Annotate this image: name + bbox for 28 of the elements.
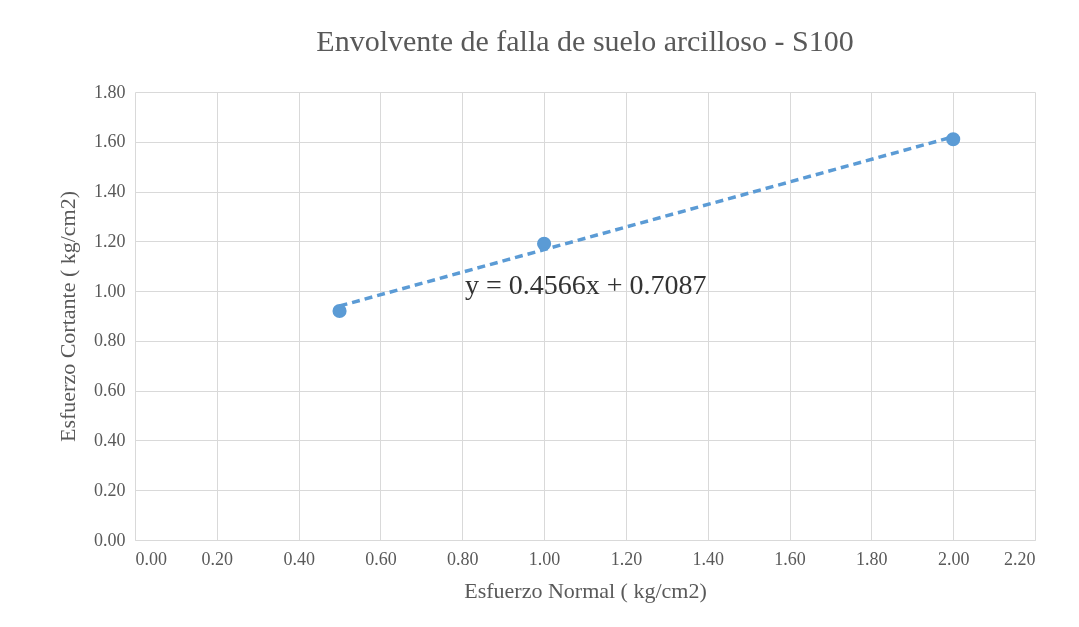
x-tick-label: 0.80 [447, 548, 479, 569]
point [332, 303, 347, 319]
y-tick-label: 1.60 [94, 131, 126, 152]
y-axis-title: Esfuerzo Cortante ( kg/cm2) [55, 190, 80, 443]
y-tick-label: 1.80 [94, 81, 126, 102]
y-tick-label: 0.80 [94, 330, 126, 351]
x-tick-label: 1.80 [856, 548, 888, 569]
y-tick-label: 0.20 [94, 479, 126, 500]
y-tick-label: 1.40 [94, 181, 126, 202]
y-tick-label: 0.00 [94, 529, 126, 550]
x-tick-label: 0.40 [283, 548, 315, 569]
x-tick-label: 2.20 [1004, 548, 1036, 569]
x-tick-label: 1.40 [692, 548, 724, 569]
point [946, 132, 961, 147]
x-tick-label: 0.60 [365, 548, 397, 569]
x-tick-label: 2.00 [937, 548, 970, 569]
x-tick-label: 1.60 [774, 548, 806, 569]
annotation: y = 0.4566x + 0.7087 [465, 269, 707, 300]
chart-title: Envolvente de falla de suelo arcilloso - S100 [316, 24, 854, 57]
y-tick-label: 1.20 [94, 230, 126, 251]
x-tick-label: 0.20 [201, 548, 234, 569]
y-tick-label: 1.00 [94, 280, 126, 301]
x-tick-label: 0.00 [135, 548, 167, 569]
x-tick-label: 1.00 [528, 548, 561, 569]
x-tick-label: 1.20 [610, 548, 643, 569]
y-tick-label: 0.40 [94, 429, 126, 450]
y-tick-label: 0.60 [94, 380, 126, 401]
x-axis-title: Esfuerzo Normal ( kg/cm2) [464, 577, 707, 603]
